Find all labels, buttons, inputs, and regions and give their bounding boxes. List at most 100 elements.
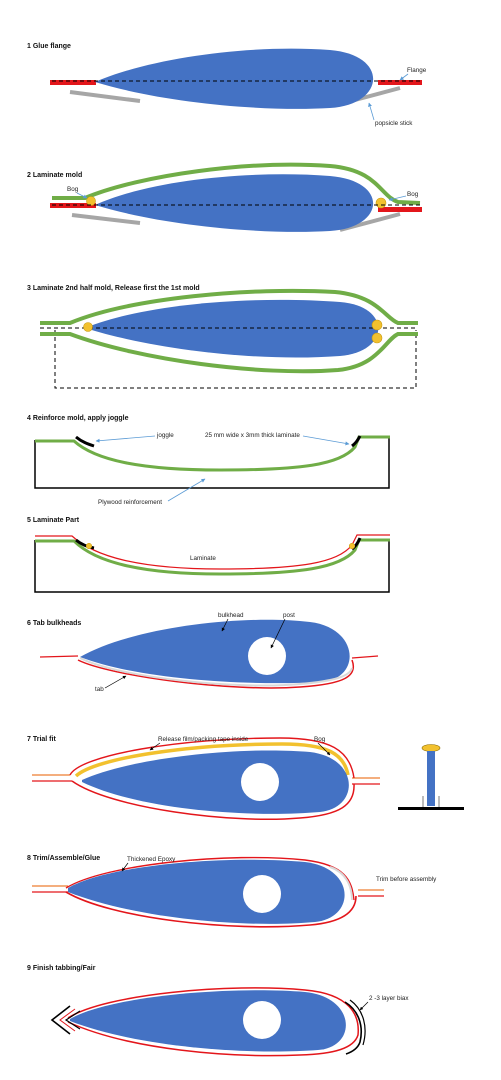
step-5: 5 Laminate Part Laminate	[27, 517, 390, 593]
joggle-left-4	[75, 435, 95, 448]
biax-left-red	[59, 1008, 76, 1032]
label-bulkhead: bulkhead	[218, 612, 244, 619]
biax-left-inner	[64, 1010, 81, 1030]
popsicle-stick-left-2	[71, 213, 141, 225]
label-bog-7: Bog	[314, 736, 326, 743]
biax-right-inner	[349, 999, 366, 1046]
mold-4	[35, 435, 390, 472]
bulkhead-6	[80, 619, 350, 684]
post-hole-8	[243, 875, 281, 913]
label-25mm-laminate: 25 mm wide x 3mm thick laminate	[205, 432, 300, 439]
step-4: 4 Reinforce mold, apply joggle joggle 25…	[27, 415, 390, 506]
mold-box-3	[54, 330, 417, 389]
mold-layer-2	[52, 162, 421, 205]
arrow-biax	[359, 1001, 369, 1011]
post-hole-6	[248, 637, 286, 675]
bog-right-3b	[371, 332, 383, 344]
step-1: 1 Glue flange Flange popsicle stick	[27, 43, 427, 127]
arrow-tab	[104, 675, 127, 689]
arrow-bog-left	[76, 192, 88, 199]
step-9: 9 Finish tabbing/Fair 2 -3 layer biax	[27, 965, 409, 1057]
step-4-title: 4 Reinforce mold, apply joggle	[27, 415, 129, 422]
upper-laminate-8	[65, 856, 355, 901]
laminate-9	[67, 987, 359, 1057]
upper-mold-3	[40, 288, 418, 325]
label-laminate: Laminate	[190, 555, 216, 562]
label-joggle: joggle	[156, 432, 174, 439]
bulkhead-8	[68, 859, 345, 924]
arrow-thickened-epoxy	[121, 862, 129, 872]
mold-5	[35, 538, 390, 576]
flange-right	[378, 80, 422, 85]
step-7-title: 7 Trial fit	[27, 736, 56, 743]
step-3: 3 Laminate 2nd half mold, Release first …	[27, 285, 418, 389]
joggle-right-4	[351, 435, 362, 448]
biax-left-outer	[50, 1005, 71, 1035]
bulkhead-7	[82, 750, 349, 814]
label-flange: Flange	[407, 67, 427, 74]
bog-left-3	[83, 322, 93, 332]
plywood-box-5	[34, 540, 390, 593]
bog-left-5	[85, 542, 93, 550]
label-thickened-epoxy: Thickened Epoxy	[127, 856, 176, 863]
arrow-flange	[399, 73, 409, 81]
step-5-title: 5 Laminate Part	[27, 517, 80, 524]
label-biax: 2 -3 layer biax	[369, 995, 409, 1002]
label-bog-left: Bog	[67, 186, 79, 193]
post-icon	[427, 751, 435, 806]
arrow-post	[270, 618, 286, 649]
joggle-left-5	[75, 538, 95, 550]
laminate-left-6	[39, 655, 79, 658]
step-9-title: 9 Finish tabbing/Fair	[27, 965, 96, 972]
airfoil-3	[85, 299, 379, 358]
plywood-box-4	[34, 437, 390, 489]
flange-left	[50, 80, 96, 85]
upper-laminate-7	[69, 737, 355, 779]
step-3-title: 3 Laminate 2nd half mold, Release first …	[27, 285, 200, 292]
label-trim: Trim before assembly	[376, 876, 437, 883]
laminate-under-6	[77, 659, 355, 689]
tab-6	[79, 657, 353, 687]
step-6-title: 6 Tab bulkheads	[27, 620, 81, 627]
arrow-popsicle-stick	[368, 102, 375, 121]
release-film-7	[74, 742, 350, 778]
bog-right-2	[375, 197, 387, 209]
post-base-icon	[398, 807, 464, 810]
step-8-title: 8 Trim/Assemble/Glue	[27, 855, 100, 862]
arrow-bog-7	[317, 742, 331, 756]
step-2-title: 2 Laminate mold	[27, 172, 82, 179]
bog-right-5	[348, 542, 356, 550]
arrow-plywood	[167, 478, 206, 502]
step-7: 7 Trial fit Release film/packing tape in…	[27, 736, 464, 820]
step-2: 2 Laminate mold Bog Bog	[27, 162, 422, 232]
flange-right-2	[378, 207, 422, 212]
lower-laminate-8	[65, 891, 357, 928]
bog-left-2	[86, 196, 96, 206]
step-6: 6 Tab bulkheads bulkhead post tab	[27, 612, 379, 693]
arrow-bog-right	[388, 195, 407, 202]
arrow-bulkhead	[221, 618, 229, 632]
popsicle-stick-left	[69, 90, 141, 103]
arrow-release-film	[149, 742, 161, 751]
biax-right-outer	[344, 1001, 362, 1055]
arrow-joggle	[95, 435, 156, 443]
post-hole-9	[243, 1001, 281, 1039]
label-popsicle-stick: popsicle stick	[375, 120, 413, 127]
label-bog-right: Bog	[407, 191, 419, 198]
step-1-title: 1 Glue flange	[27, 43, 71, 50]
step-8: 8 Trim/Assemble/Glue Thickened Epoxy Tri…	[27, 855, 437, 928]
post-hole-7	[241, 763, 279, 801]
post-cap-icon	[421, 744, 441, 752]
label-post: post	[283, 612, 295, 619]
lower-mold-3	[40, 332, 418, 374]
bog-right-3a	[371, 319, 383, 331]
label-plywood: Plywood reinforcement	[98, 499, 162, 506]
laminate-right-6	[351, 655, 379, 659]
arrow-25mm-laminate	[302, 435, 350, 446]
bulkhead-9	[70, 990, 346, 1052]
label-release-film: Release film/packing tape inside	[158, 736, 249, 743]
airfoil-2	[95, 174, 374, 232]
laminate-5	[35, 534, 390, 570]
airfoil-1	[95, 48, 374, 109]
